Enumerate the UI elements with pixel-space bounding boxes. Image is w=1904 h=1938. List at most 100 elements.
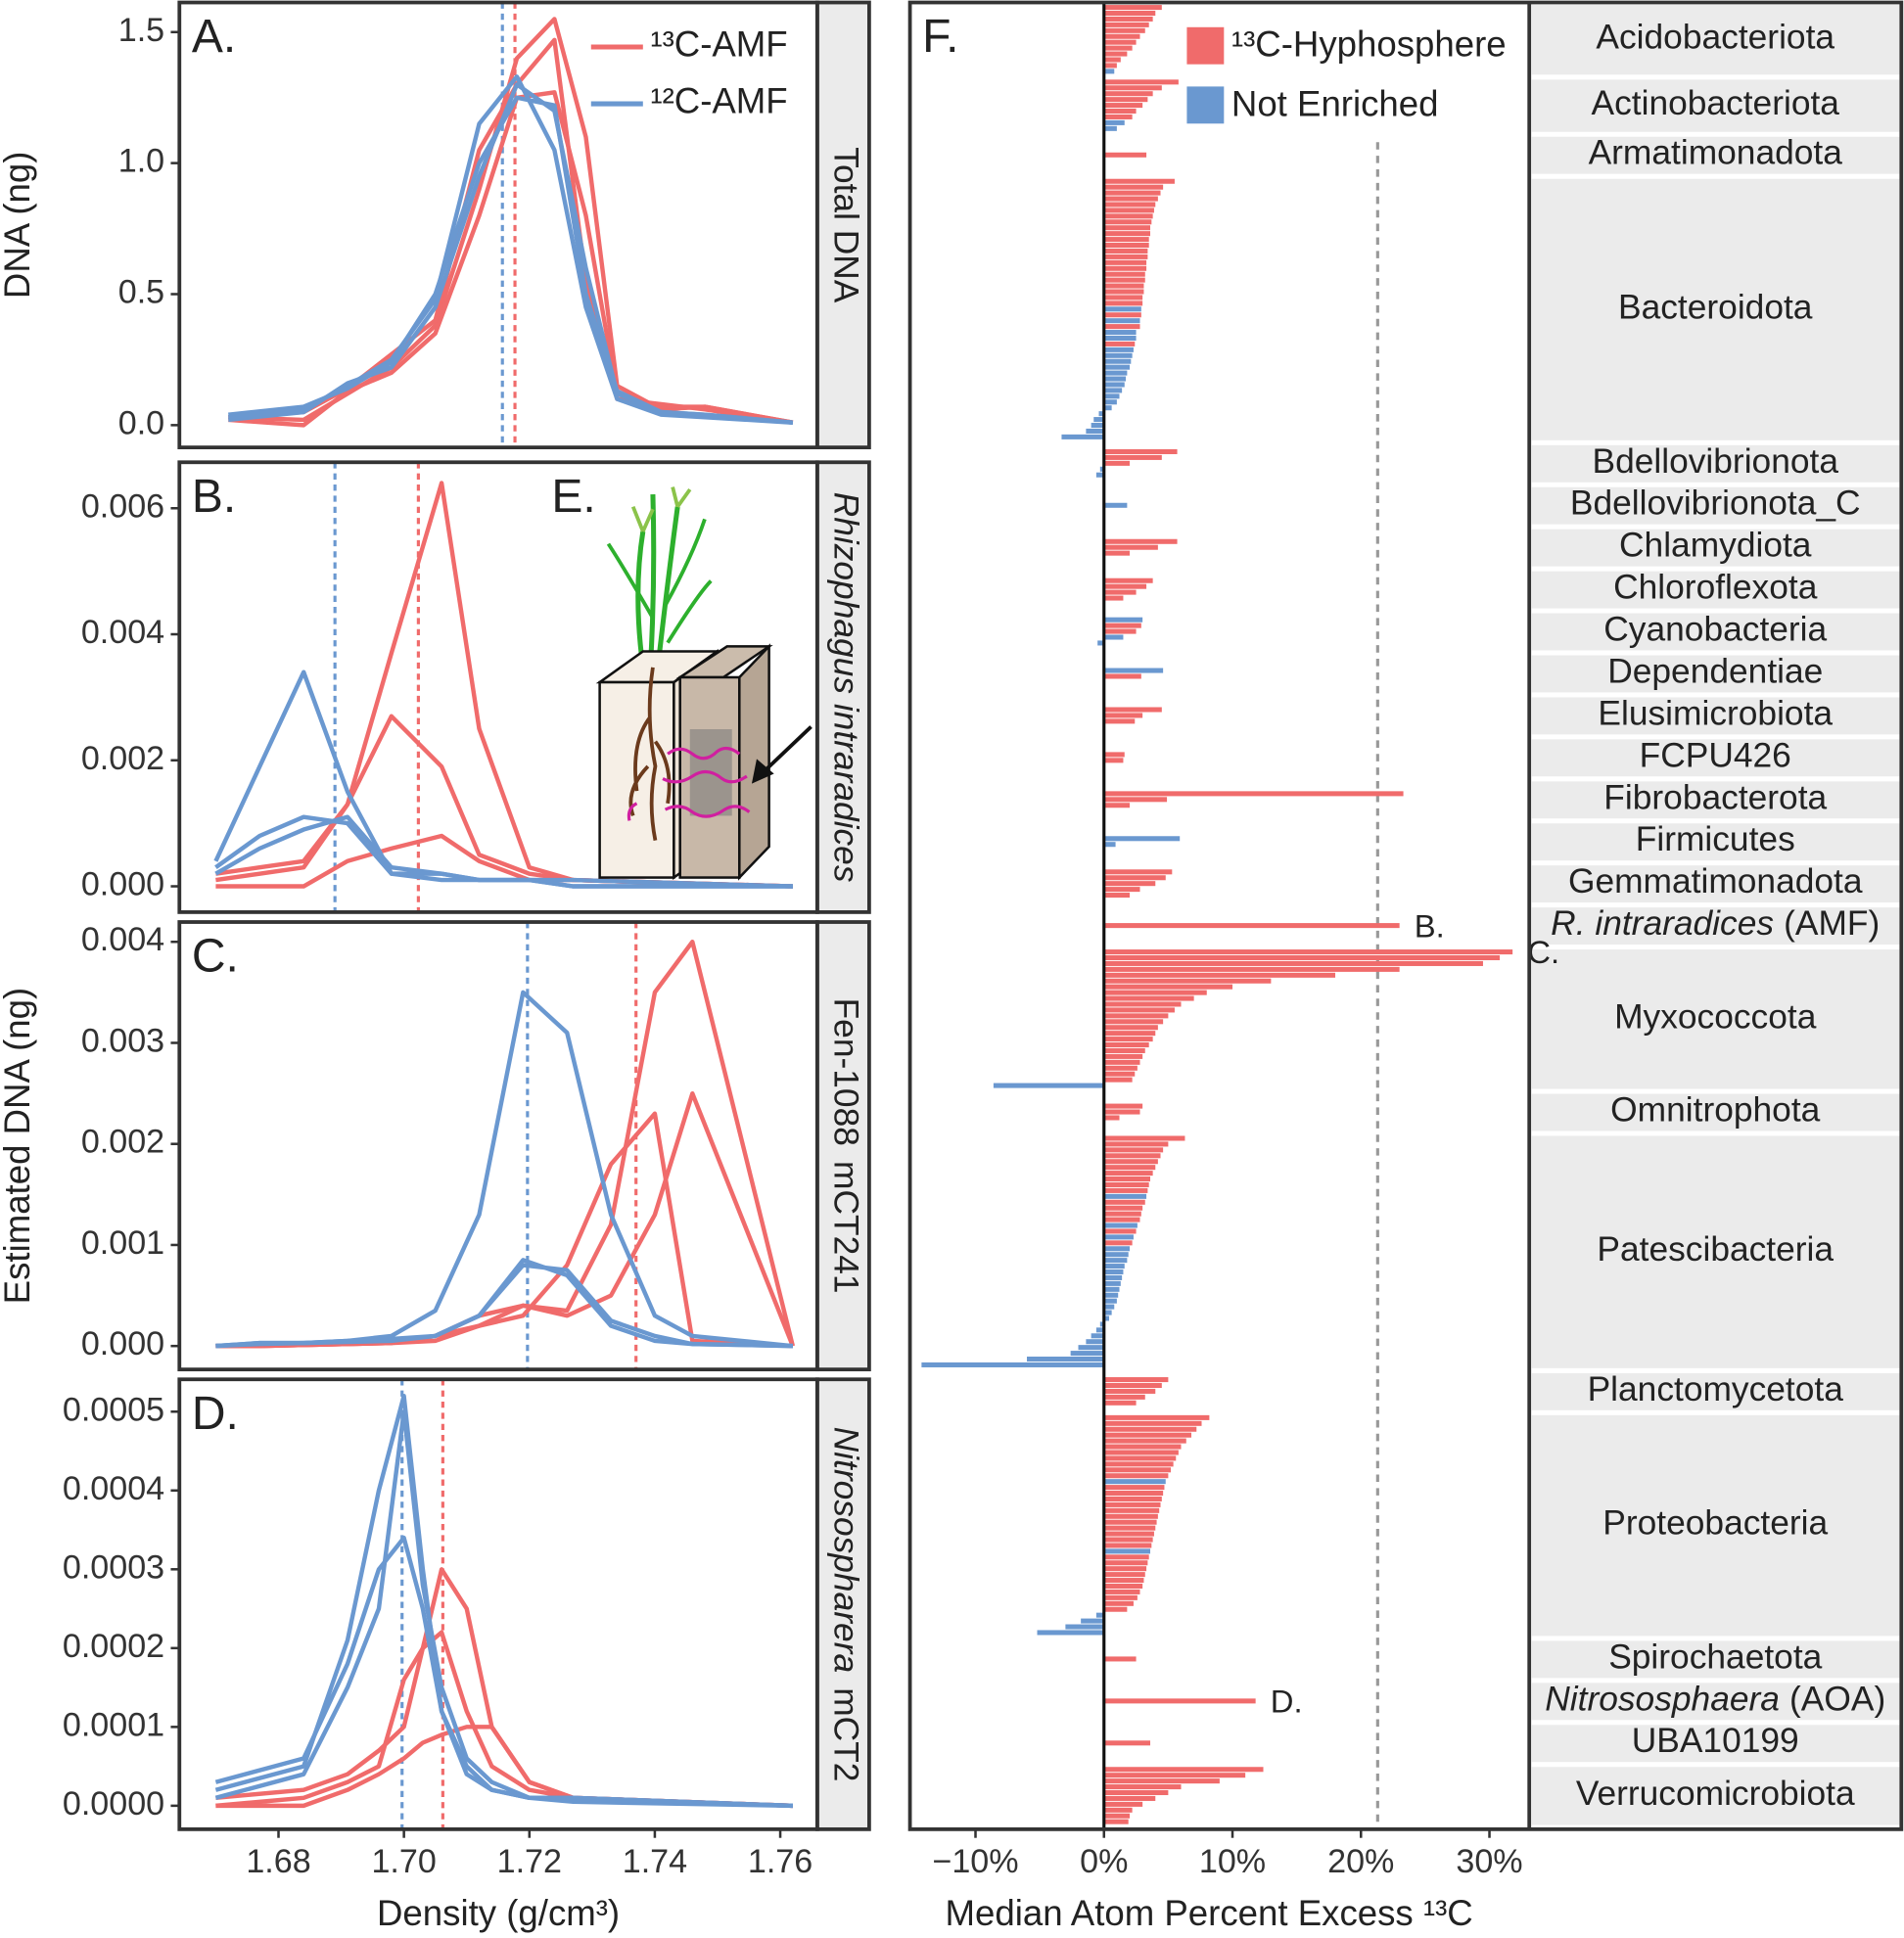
- bar: [1103, 1304, 1115, 1310]
- x-tick-label: 20%: [1327, 1843, 1394, 1880]
- bar: [1103, 634, 1124, 640]
- strip-background: [1531, 529, 1902, 567]
- strip-background: [1531, 781, 1902, 819]
- bar: [1103, 583, 1147, 589]
- bar: [1103, 300, 1143, 306]
- panel-frame: [177, 920, 819, 1372]
- bar: [1081, 1618, 1104, 1624]
- panel-frame: [907, 0, 1904, 1831]
- bar: [1103, 1252, 1129, 1258]
- y-tick-label: 0.001: [81, 1224, 164, 1262]
- bar: [1103, 248, 1148, 254]
- bar: [1103, 208, 1154, 213]
- replicate-line: [215, 1725, 793, 1809]
- bar: [1103, 454, 1162, 460]
- bar: [1103, 10, 1156, 17]
- bar: [1103, 1525, 1156, 1531]
- bar: [1103, 1042, 1149, 1048]
- group-name: Cyanobacteria: [1603, 611, 1827, 649]
- strip-background: [1531, 136, 1902, 174]
- bar: [1103, 352, 1133, 358]
- group-label: Bacteroidota: [1618, 289, 1813, 327]
- y-tick-label: 0.000: [81, 866, 164, 903]
- y-tick-label: 0.006: [81, 487, 164, 525]
- bar: [1103, 791, 1404, 797]
- bar: [1103, 1065, 1138, 1071]
- bar: [1103, 1537, 1153, 1543]
- panel-letter: C.: [192, 931, 239, 983]
- strip-text: Fen-1088: [826, 998, 864, 1146]
- bar: [1103, 1496, 1162, 1501]
- bar: [1103, 196, 1158, 202]
- bar: [1103, 219, 1152, 225]
- group-label: Omnitrophota: [1610, 1091, 1820, 1130]
- y-tick-label: 0.0002: [63, 1628, 164, 1665]
- bar: [1103, 1795, 1156, 1801]
- bar: [1086, 1339, 1104, 1345]
- y-tick-label: 1.0: [118, 143, 164, 180]
- bar: [1103, 1767, 1264, 1773]
- bar: [1103, 1698, 1256, 1704]
- bar: [1103, 758, 1124, 763]
- strip-background: [1531, 1414, 1902, 1637]
- bar: [1103, 33, 1140, 39]
- bar: [1103, 718, 1136, 724]
- strip-background: [1531, 739, 1902, 777]
- group-label: Nitrososphaera (AOA): [1545, 1681, 1885, 1719]
- bar: [1103, 178, 1175, 184]
- strip-background: [1531, 444, 1902, 483]
- bar: [1097, 640, 1104, 646]
- bar: [1103, 1228, 1137, 1234]
- y-tick-label: 0.5: [118, 274, 164, 311]
- strip-background: [1531, 949, 1902, 1089]
- bar: [1103, 1103, 1143, 1109]
- bar: [1103, 51, 1128, 57]
- group-name: R. intraradices: [1551, 904, 1774, 943]
- group-name: Planctomycetota: [1588, 1370, 1844, 1408]
- x-tick-label: 1.72: [497, 1843, 562, 1880]
- strip-background: [1531, 613, 1902, 651]
- group-name: Gemmatimonadota: [1568, 862, 1863, 900]
- y-tick-label: 0.000: [81, 1325, 164, 1362]
- bar: [1103, 312, 1141, 318]
- bar: [1103, 673, 1141, 679]
- group-label: Proteobacteria: [1602, 1504, 1828, 1543]
- bar: [1103, 1560, 1148, 1566]
- panel-background: [179, 2, 817, 448]
- bar: [1098, 411, 1104, 417]
- bar: [1103, 1159, 1158, 1165]
- bar: [1103, 79, 1179, 85]
- bar: [1103, 114, 1133, 119]
- bar: [1103, 1141, 1169, 1147]
- bar: [1103, 1115, 1120, 1121]
- bar: [1103, 628, 1137, 634]
- bar: [1037, 1630, 1104, 1636]
- bar: [1103, 1450, 1179, 1455]
- bar: [1103, 1274, 1123, 1280]
- bar: [1103, 1414, 1210, 1420]
- bar: [1103, 1109, 1140, 1115]
- bar: [1095, 1612, 1104, 1618]
- bar: [1103, 875, 1166, 881]
- group-name: Fibrobacterota: [1603, 779, 1827, 817]
- y-tick-label: 0.0005: [63, 1391, 164, 1428]
- bar: [1103, 1656, 1137, 1662]
- x-tick-label: 0%: [1080, 1843, 1128, 1880]
- bar: [1103, 1426, 1197, 1432]
- bar: [1103, 1292, 1119, 1298]
- x-tick-label: 10%: [1199, 1843, 1266, 1880]
- bar: [1070, 1351, 1104, 1357]
- bar: [1103, 1280, 1121, 1286]
- group-suffix: (AMF): [1784, 904, 1880, 943]
- bar: [1103, 1784, 1182, 1790]
- bar: [1103, 306, 1141, 312]
- bar: [1103, 1007, 1175, 1013]
- bar: [1103, 954, 1501, 961]
- strip-background: [1531, 865, 1902, 903]
- group-label: Bdellovibrionota_C: [1570, 484, 1861, 523]
- bar: [1103, 1187, 1148, 1193]
- bar: [1103, 1223, 1138, 1228]
- bar: [1103, 460, 1131, 466]
- bar: [1103, 341, 1136, 346]
